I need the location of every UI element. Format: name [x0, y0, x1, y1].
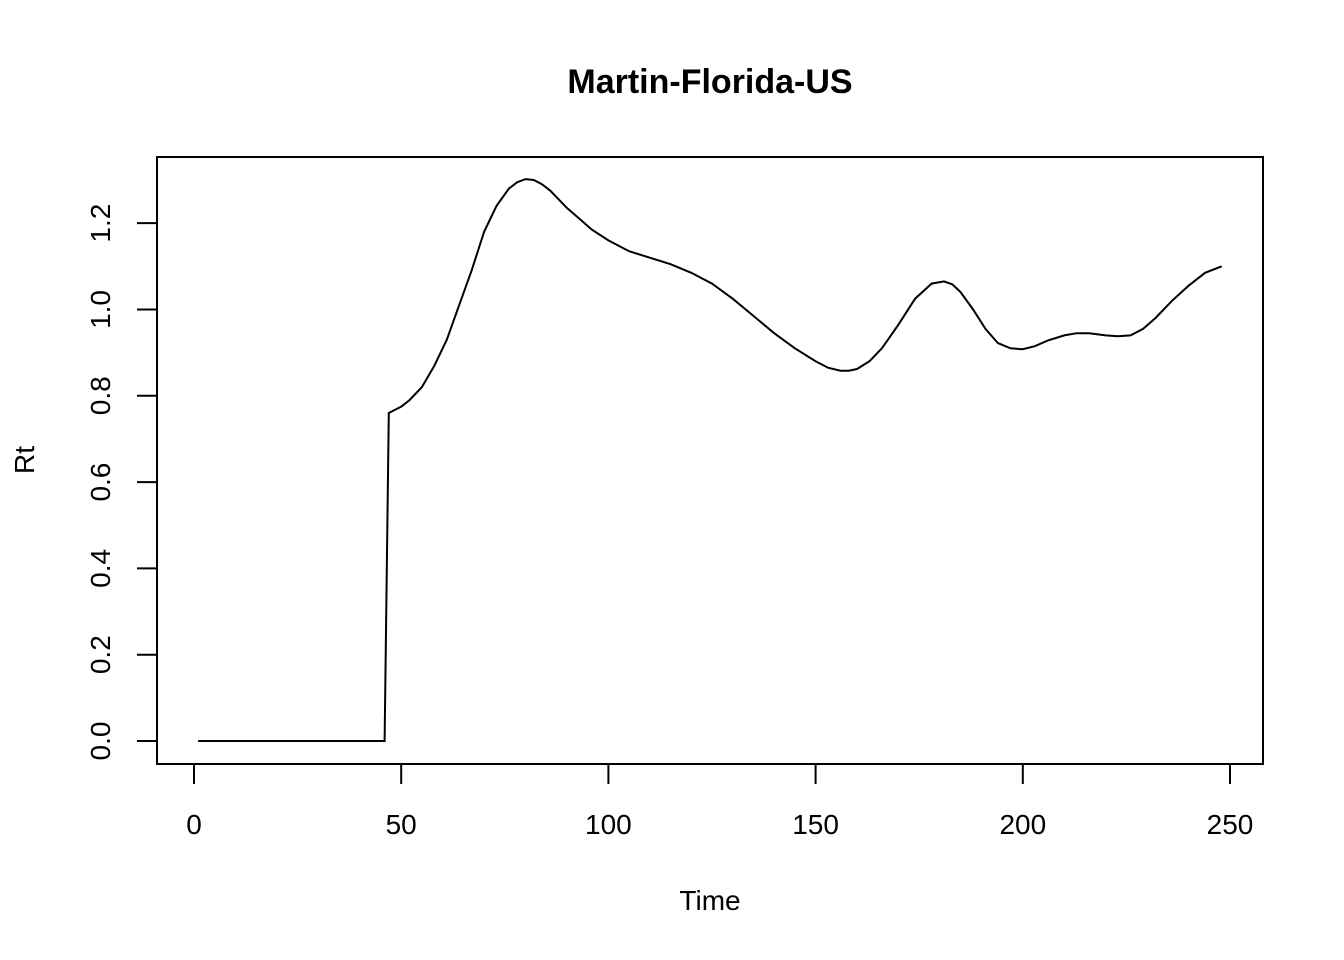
plot-frame — [156, 156, 1264, 765]
x-tick-label: 150 — [792, 809, 839, 840]
y-tick-label: 0.0 — [85, 722, 116, 761]
y-tick-label: 0.8 — [85, 376, 116, 415]
chart-title: Martin-Florida-US — [567, 63, 852, 101]
y-tick-label: 0.6 — [85, 463, 116, 502]
y-tick-label: 0.4 — [85, 549, 116, 588]
rt-series-line — [198, 178, 1223, 742]
x-tick-label: 200 — [999, 809, 1046, 840]
y-tick-label: 1.2 — [85, 204, 116, 243]
y-axis-label: Rt — [9, 446, 40, 474]
x-tick-label: 50 — [386, 809, 417, 840]
x-tick-label: 250 — [1207, 809, 1254, 840]
x-axis-label: Time — [679, 885, 740, 916]
y-tick-label: 1.0 — [85, 290, 116, 329]
x-tick-label: 100 — [585, 809, 632, 840]
y-tick-label: 0.2 — [85, 635, 116, 674]
x-tick-label: 0 — [186, 809, 202, 840]
x-axis: 0 50 100 150 200 250 — [186, 763, 1254, 840]
y-axis: 0.0 0.2 0.4 0.6 0.8 1.0 1.2 — [85, 204, 158, 761]
